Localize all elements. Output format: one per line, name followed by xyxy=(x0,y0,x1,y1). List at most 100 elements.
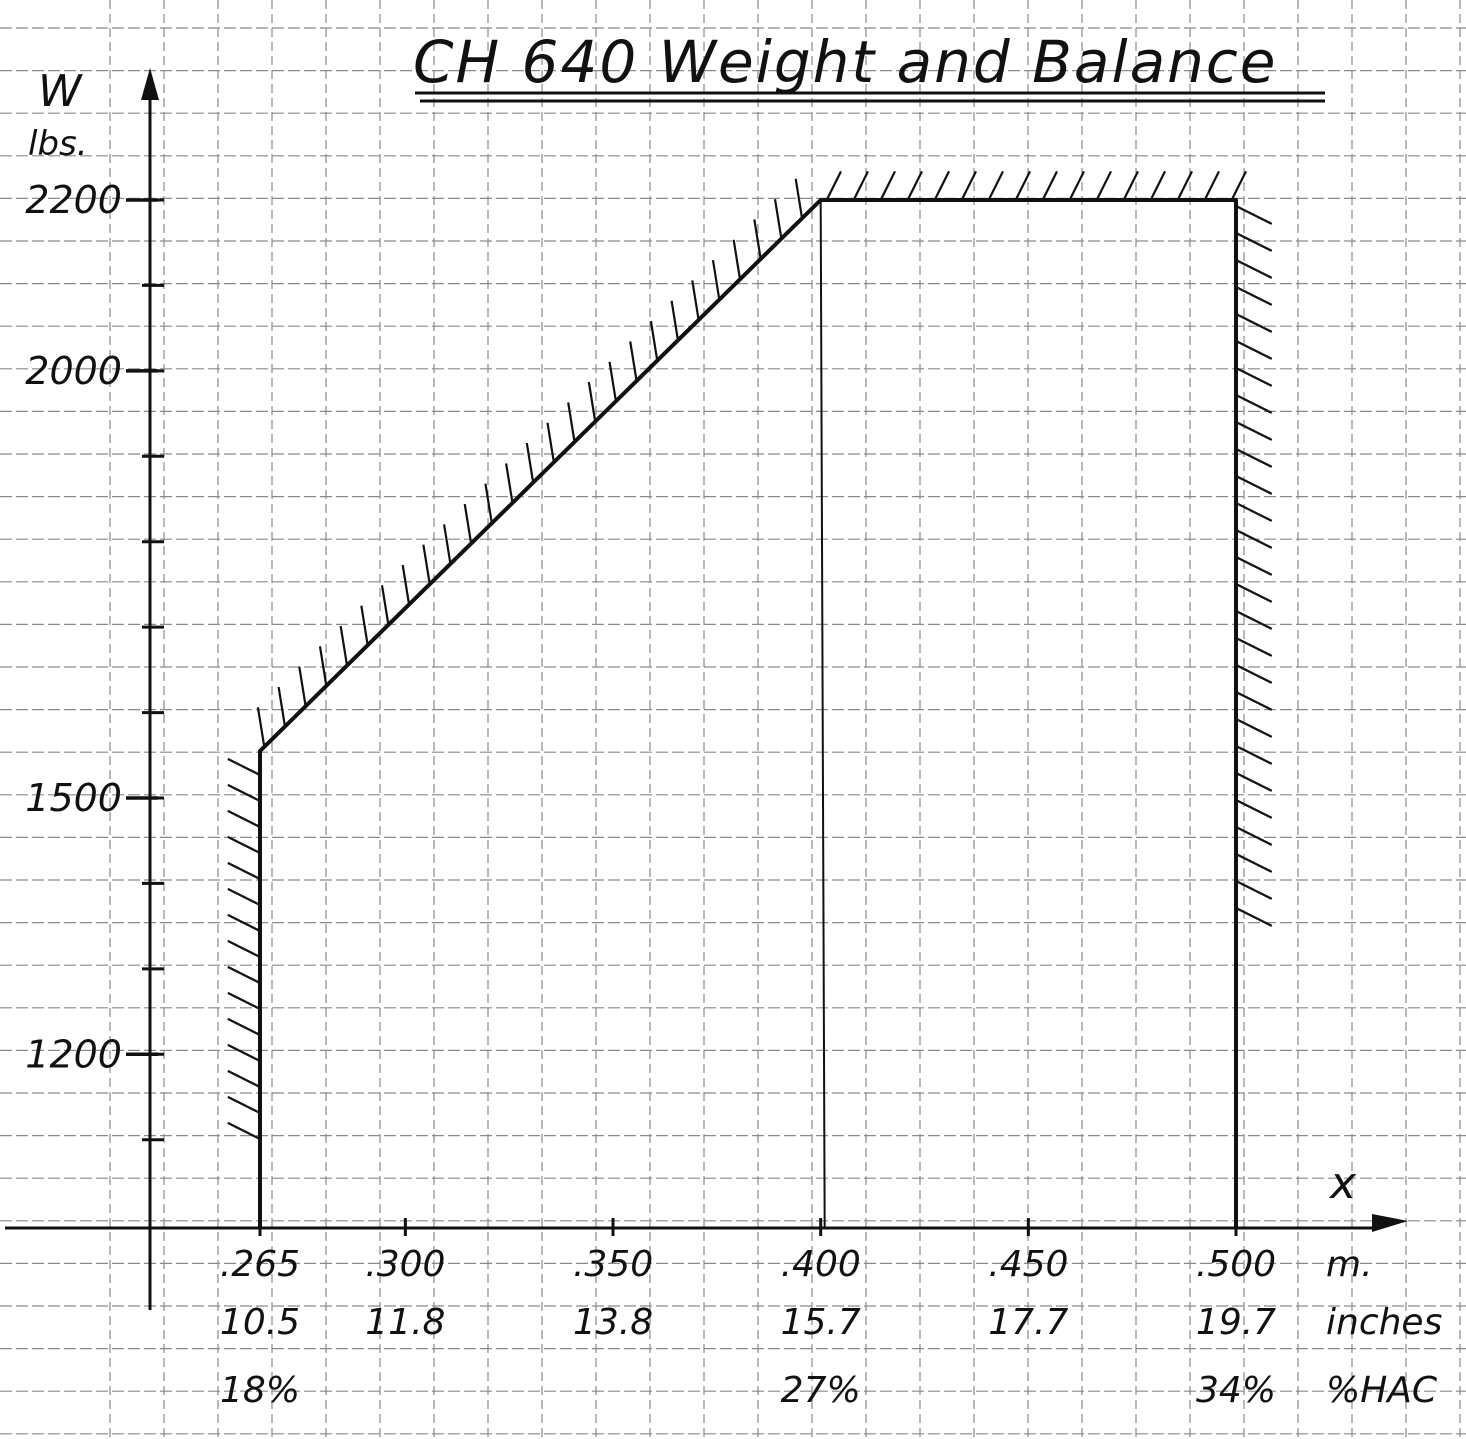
x-tick-label: 10.5 xyxy=(220,1302,300,1343)
hatch-mark-left xyxy=(227,991,261,1010)
y-tick-label: 2000 xyxy=(25,349,122,393)
hatch-mark-diagonal xyxy=(380,585,390,626)
hatch-mark-diagonal xyxy=(298,666,307,707)
hatch-mark-diagonal xyxy=(360,605,369,646)
hatch-mark-left xyxy=(227,1095,261,1114)
hatch-mark-right xyxy=(1235,907,1273,927)
hatch-mark-top xyxy=(1149,170,1166,201)
y-axis-arrow xyxy=(141,68,159,100)
y-tick-label: 1500 xyxy=(25,776,122,820)
hatch-mark-right xyxy=(1235,880,1273,900)
hatch-mark-diagonal xyxy=(401,564,411,605)
hatch-mark-right xyxy=(1235,556,1273,576)
y-tick-label: 2200 xyxy=(25,178,122,222)
x-tick-label: .400 xyxy=(781,1244,861,1285)
hatch-mark-diagonal xyxy=(505,463,514,504)
y-tick-label: 1200 xyxy=(25,1032,122,1076)
hatch-mark-diagonal xyxy=(773,198,783,239)
hatch-mark-right xyxy=(1235,205,1273,225)
x-tick-label: 13.8 xyxy=(573,1302,653,1343)
hatch-mark-diagonal xyxy=(256,707,266,747)
hatch-mark-left xyxy=(227,965,261,984)
hatch-mark-right xyxy=(1235,340,1273,360)
cg-envelope xyxy=(227,170,1273,1229)
hatch-mark-right xyxy=(1235,691,1273,711)
x-tick-label: 15.7 xyxy=(781,1302,861,1343)
hatch-mark-top xyxy=(987,170,1004,201)
hatch-mark-top xyxy=(933,170,950,201)
hatch-mark-left xyxy=(227,861,261,880)
hatch-mark-right xyxy=(1235,259,1273,279)
x-tick-label: .300 xyxy=(365,1244,445,1285)
hatch-mark-left xyxy=(227,1069,261,1088)
hatch-mark-left xyxy=(227,809,261,828)
hatch-mark-diagonal xyxy=(691,280,700,321)
hatch-mark-left xyxy=(227,757,261,776)
hatch-mark-right xyxy=(1235,826,1273,846)
hatch-mark-right xyxy=(1235,313,1273,333)
y-ticks: 2200 2000 1500 1200 xyxy=(25,178,164,1142)
hatch-mark-right xyxy=(1235,394,1273,414)
hatch-mark-diagonal xyxy=(794,178,804,219)
y-axis-label: W xyxy=(38,66,83,117)
x-ticks: .265 10.5 18% .300 11.8 .350 13.8 .400 15.7 27% .4… xyxy=(220,1218,1442,1411)
hatch-mark-right xyxy=(1235,610,1273,630)
hatch-mark-right xyxy=(1235,367,1273,387)
hatch-mark-left xyxy=(227,1043,261,1062)
hatch-mark-diagonal xyxy=(546,422,555,463)
hatch-mark-left xyxy=(227,1121,261,1140)
hatch-mark-diagonal xyxy=(629,341,638,382)
hatch-mark-top xyxy=(852,170,869,201)
hatch-mark-diagonal xyxy=(753,219,762,260)
hatch-mark-right xyxy=(1235,448,1273,468)
hatch-mark-diagonal xyxy=(463,503,473,544)
hatch-mark-top xyxy=(1068,170,1085,201)
hatch-mark-right xyxy=(1235,232,1273,252)
hatch-mark-right xyxy=(1235,718,1273,738)
hatch-mark-left xyxy=(227,783,261,802)
x-row-unit-label: m. xyxy=(1326,1244,1373,1285)
chart-title: CH 640 Weight and Balance xyxy=(413,28,1277,96)
hatch-mark-right xyxy=(1235,475,1273,495)
hatch-mark-top xyxy=(1041,170,1058,201)
x-tick-label: 11.8 xyxy=(365,1302,445,1343)
hatch-mark-right xyxy=(1235,664,1273,684)
hatch-mark-diagonal xyxy=(567,402,576,443)
hatch-mark-right xyxy=(1235,799,1273,819)
hatch-mark-top xyxy=(1014,170,1031,201)
hatch-mark-diagonal xyxy=(587,381,597,422)
x-tick-label: 34% xyxy=(1196,1370,1276,1411)
x-axis-arrow xyxy=(1372,1214,1408,1232)
hatch-mark-diagonal xyxy=(484,483,493,524)
x-tick-label: .500 xyxy=(1196,1244,1276,1285)
hatch-mark-left xyxy=(227,835,261,854)
hatch-mark-right xyxy=(1235,421,1273,441)
hatch-mark-right xyxy=(1235,772,1273,792)
y-axis-unit: lbs. xyxy=(28,124,88,164)
hatch-mark-right xyxy=(1235,637,1273,657)
hatch-mark-left xyxy=(227,887,261,906)
hatch-mark-right xyxy=(1235,529,1273,549)
hatch-mark-top xyxy=(906,170,923,201)
x-tick-label: 27% xyxy=(781,1370,861,1411)
hatch-mark-top xyxy=(825,170,842,201)
hatch-mark-left xyxy=(227,1017,261,1036)
x-row-unit-label: %HAC xyxy=(1326,1370,1438,1411)
hatch-mark-top xyxy=(1122,170,1139,201)
axes xyxy=(5,68,1408,1310)
x-axis-label: x xyxy=(1328,1158,1357,1209)
x-tick-label: 18% xyxy=(220,1370,300,1411)
x-tick-label: .265 xyxy=(220,1244,300,1285)
hatch-mark-diagonal xyxy=(442,524,452,565)
hatch-mark-diagonal xyxy=(649,320,659,361)
x-tick-label: .350 xyxy=(573,1244,653,1285)
hatch-mark-diagonal xyxy=(670,300,680,341)
hatch-mark-left xyxy=(227,939,261,958)
hatch-mark-top xyxy=(1203,170,1220,201)
hatch-mark-diagonal xyxy=(608,361,617,402)
hatch-mark-right xyxy=(1235,745,1273,765)
hatch-mark-top xyxy=(1230,170,1247,201)
hatch-mark-right xyxy=(1235,853,1273,873)
